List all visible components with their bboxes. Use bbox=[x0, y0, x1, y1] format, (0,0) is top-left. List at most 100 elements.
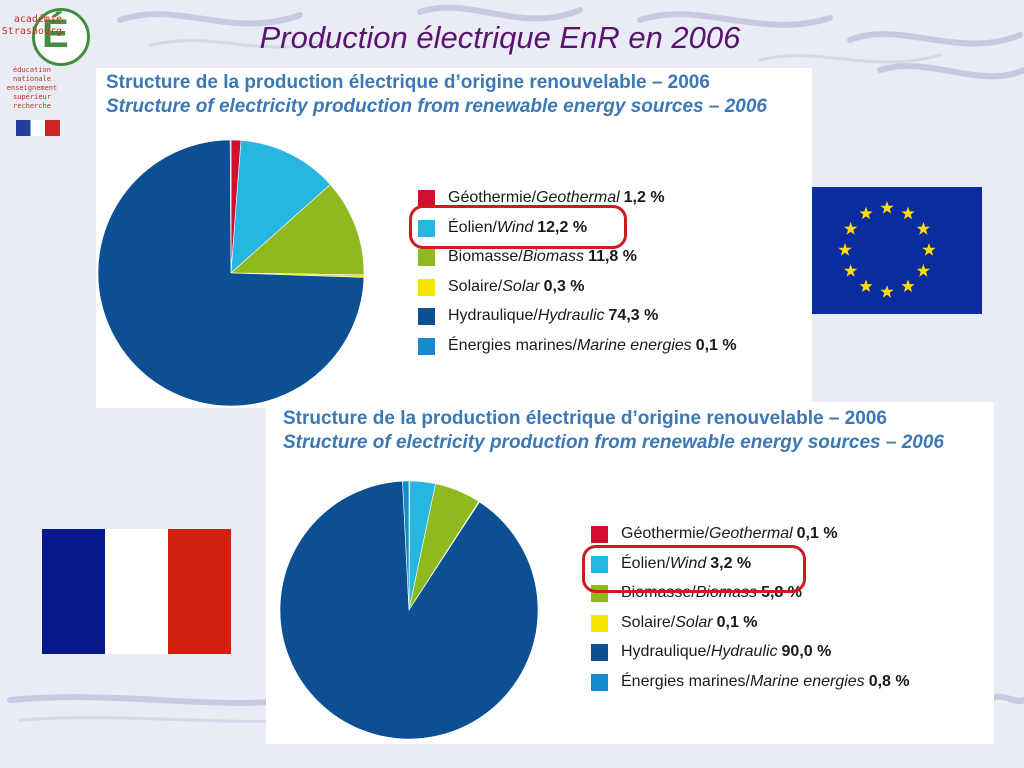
legend-label-en: Geothermal bbox=[536, 189, 620, 206]
legend-value: 0,1 % bbox=[716, 613, 758, 631]
logo-ministry-line: nationale bbox=[13, 75, 51, 83]
academie-logo: É académie Strasbourg éducation national… bbox=[0, 0, 90, 150]
legend-item-wind: Éolien/Wind 12,2 % bbox=[418, 216, 737, 246]
legend-label-en: Hydraulic bbox=[537, 307, 605, 325]
logo-ministry-line: éducation bbox=[13, 66, 51, 74]
legend-item-hydraulic: Hydraulique/Hydraulic 90,0 % bbox=[591, 640, 910, 670]
legend-label-en: Marine energies bbox=[749, 672, 865, 690]
marianne-icon bbox=[16, 120, 60, 136]
chart-title: Structure de la production électrique d’… bbox=[106, 72, 710, 93]
legend-label-en: Wind bbox=[496, 218, 534, 236]
pie-chart-france bbox=[279, 480, 539, 740]
legend-value: 0,1 % bbox=[695, 336, 737, 354]
legend-item-hydraulic: Hydraulique/Hydraulic 74,3 % bbox=[418, 304, 737, 334]
logo-ministry-line: supérieur bbox=[13, 93, 51, 101]
logo-ministry: éducation nationale enseignement supérie… bbox=[2, 66, 62, 111]
logo-name: académie Strasbourg bbox=[0, 14, 62, 38]
pie-slice-biomass bbox=[230, 184, 365, 276]
logo-circle-icon bbox=[32, 8, 90, 66]
legend-value: 90,0 % bbox=[781, 643, 832, 661]
pie-slice-marine-energies bbox=[229, 139, 232, 274]
chart-subtitle: Structure of electricity production from… bbox=[283, 432, 944, 453]
eu-star-icon bbox=[838, 243, 852, 256]
legend-item-wind: Éolien/Wind 3,2 % bbox=[591, 552, 910, 582]
wind-highlight-france bbox=[582, 545, 806, 593]
eu-star-icon bbox=[859, 206, 873, 220]
legend-label-fr: Géothermie/ bbox=[448, 189, 537, 206]
eu-star-icon bbox=[901, 279, 915, 292]
legend-label-en: Marine energies bbox=[576, 336, 692, 354]
pie-slice-marine-energies bbox=[402, 480, 410, 611]
legend-swatch bbox=[418, 337, 435, 355]
slide-title: Production électrique EnR en 2006 bbox=[259, 20, 741, 55]
legend-eu: Géothermie/Geothermal 1,2 % Éolien/Wind 12,… bbox=[418, 186, 737, 364]
legend-value: 12,2 % bbox=[537, 218, 588, 236]
legend-item-solar: Solaire/Solar 0,3 % bbox=[418, 275, 737, 305]
legend-label-fr: Biomasse/ bbox=[448, 248, 523, 266]
eu-star-icon bbox=[844, 264, 858, 277]
eu-star-icon bbox=[844, 222, 858, 235]
legend-swatch bbox=[418, 308, 435, 326]
wind-highlight-eu bbox=[409, 205, 627, 249]
legend-label-fr: Solaire/ bbox=[621, 613, 676, 631]
legend-france: Géothermie/Geothermal 0,1 % Éolien/Wind 3,2… bbox=[591, 522, 910, 700]
logo-letter: É bbox=[42, 12, 69, 56]
legend-value: 3,2 % bbox=[710, 554, 752, 572]
eu-flag-icon bbox=[793, 187, 982, 314]
eu-star-icon bbox=[916, 264, 930, 277]
legend-value: 1,2 % bbox=[623, 189, 665, 206]
eu-star-icon bbox=[880, 201, 894, 214]
eu-star-icon bbox=[859, 279, 873, 292]
pie-slice-wind bbox=[230, 140, 331, 274]
logo-name-line: académie bbox=[13, 14, 62, 25]
legend-label-fr: Géothermie/ bbox=[621, 525, 710, 542]
eu-star-icon bbox=[901, 206, 915, 220]
legend-value: 0,1 % bbox=[796, 525, 838, 542]
france-flag-white-band bbox=[105, 529, 168, 654]
chart-subtitle: Structure of electricity production from… bbox=[106, 96, 767, 117]
legend-label-fr: Solaire/ bbox=[448, 277, 503, 295]
legend-swatch bbox=[591, 644, 608, 662]
logo-ministry-line: enseignement bbox=[6, 84, 58, 92]
legend-swatch bbox=[591, 673, 608, 691]
legend-value: 0,8 % bbox=[868, 672, 910, 690]
legend-item-geothermal: Géothermie/Geothermal 0,1 % bbox=[591, 522, 910, 552]
chart-panel-eu: Structure de la production électrique d’… bbox=[96, 68, 812, 408]
legend-label-en: Solar bbox=[502, 277, 540, 295]
legend-label-fr: Éolien/ bbox=[448, 218, 497, 236]
eu-star-icon bbox=[922, 243, 936, 256]
legend-label-en: Biomass bbox=[522, 248, 585, 266]
legend-swatch bbox=[591, 526, 608, 543]
legend-value: 11,8 % bbox=[588, 248, 637, 266]
france-flag-icon bbox=[42, 529, 231, 654]
legend-label-fr: Énergies marines/ bbox=[448, 336, 577, 354]
legend-swatch bbox=[591, 555, 608, 573]
france-flag-red-band bbox=[168, 529, 231, 654]
legend-item-marine-energies: Énergies marines/Marine energies 0,8 % bbox=[591, 670, 910, 700]
legend-item-solar: Solaire/Solar 0,1 % bbox=[591, 611, 910, 641]
legend-item-biomass: Biomasse/Biomass 11,8 % bbox=[418, 245, 737, 275]
legend-swatch bbox=[591, 614, 608, 632]
legend-item-geothermal: Géothermie/Geothermal 1,2 % bbox=[418, 186, 737, 216]
legend-label-fr: Hydraulique/ bbox=[448, 307, 538, 325]
pie-chart-eu bbox=[97, 139, 365, 407]
legend-label-en: Wind bbox=[669, 554, 707, 572]
legend-label-fr: Énergies marines/ bbox=[621, 672, 750, 690]
logo-name-line: Strasbourg bbox=[1, 26, 62, 37]
legend-label-fr: Éolien/ bbox=[621, 554, 670, 572]
eu-star-icon bbox=[880, 285, 894, 298]
legend-swatch bbox=[418, 249, 435, 267]
legend-value: 74,3 % bbox=[608, 307, 659, 325]
eu-star-icon bbox=[916, 222, 930, 235]
legend-label-fr: Hydraulique/ bbox=[621, 643, 711, 661]
logo-ministry-line: recherche bbox=[13, 102, 51, 110]
legend-item-marine-energies: Énergies marines/Marine energies 0,1 % bbox=[418, 334, 737, 364]
legend-value: 0,3 % bbox=[543, 277, 585, 295]
france-flag-blue-band bbox=[42, 529, 105, 654]
legend-swatch bbox=[418, 190, 435, 207]
pie-slice-hydraulic bbox=[279, 480, 539, 740]
legend-swatch bbox=[418, 219, 435, 237]
chart-title: Structure de la production électrique d’… bbox=[283, 408, 887, 429]
legend-swatch bbox=[418, 278, 435, 296]
legend-label-en: Geothermal bbox=[709, 525, 793, 542]
